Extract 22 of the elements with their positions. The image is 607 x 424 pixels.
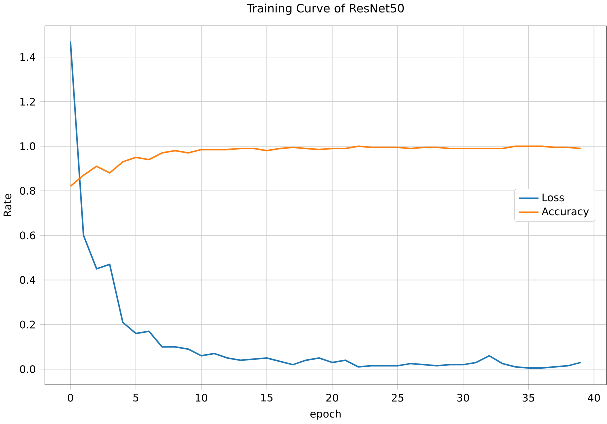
x-tick-label: 15 — [262, 394, 273, 402]
x-axis-title: epoch — [310, 410, 341, 420]
x-tick-label: 25 — [392, 394, 404, 402]
y-tick-label: 0.4 — [20, 276, 36, 284]
x-tick-label: 35 — [522, 394, 534, 402]
y-tick-label: 0.6 — [20, 232, 36, 240]
x-tick-label: 20 — [326, 394, 338, 402]
y-tick-label: 0.8 — [20, 187, 36, 196]
y-tick-label: 0.0 — [20, 366, 36, 374]
x-tick-label: 10 — [196, 394, 208, 402]
x-tick-label: 40 — [588, 394, 600, 402]
legend-label: Loss — [542, 194, 564, 202]
y-tick-label: 1.2 — [20, 98, 36, 106]
y-tick-label: 1.0 — [20, 142, 36, 150]
x-tick-label: 5 — [134, 394, 139, 402]
y-tick-label: 1.4 — [20, 54, 36, 62]
legend-label: Accuracy — [542, 208, 590, 218]
x-tick-label: 30 — [458, 394, 470, 402]
chart-title: Training Curve of ResNet50 — [246, 4, 404, 16]
y-tick-label: 0.2 — [20, 320, 36, 329]
x-tick-label: 0 — [68, 394, 74, 402]
y-axis-title: Rate — [4, 194, 12, 217]
